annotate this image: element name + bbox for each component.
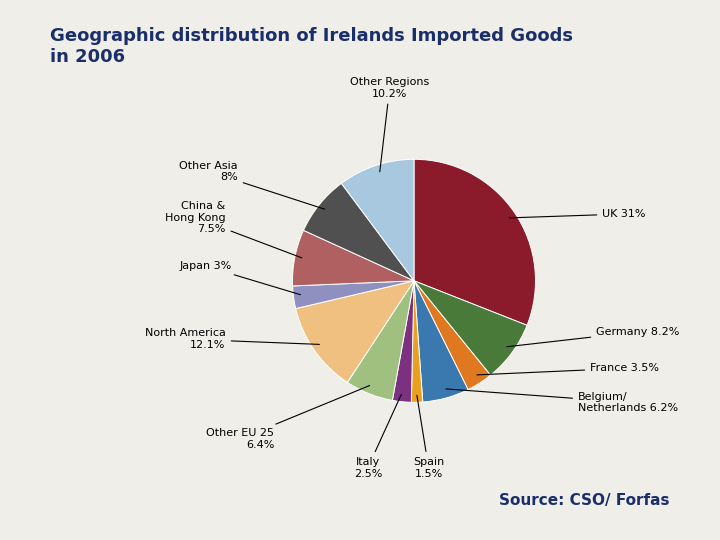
Wedge shape (303, 184, 414, 281)
Wedge shape (411, 281, 423, 402)
Wedge shape (414, 159, 536, 325)
Text: Spain
1.5%: Spain 1.5% (413, 395, 444, 478)
Wedge shape (341, 159, 414, 281)
Wedge shape (296, 281, 414, 382)
Text: Other EU 25
6.4%: Other EU 25 6.4% (206, 386, 369, 449)
Text: France 3.5%: France 3.5% (477, 363, 660, 375)
Wedge shape (414, 281, 527, 375)
Text: Geographic distribution of Irelands Imported Goods
in 2006: Geographic distribution of Irelands Impo… (50, 27, 573, 66)
Text: China &
Hong Kong
7.5%: China & Hong Kong 7.5% (165, 201, 302, 258)
Text: Other Asia
8%: Other Asia 8% (179, 161, 325, 209)
Text: Belgium/
Netherlands 6.2%: Belgium/ Netherlands 6.2% (446, 389, 678, 413)
Text: North America
12.1%: North America 12.1% (145, 328, 320, 350)
Text: Germany 8.2%: Germany 8.2% (507, 327, 680, 347)
Wedge shape (414, 281, 468, 402)
Wedge shape (347, 281, 414, 400)
Wedge shape (392, 281, 414, 402)
Text: Source: CSO/ Forfas: Source: CSO/ Forfas (499, 492, 670, 508)
Wedge shape (414, 281, 490, 389)
Text: UK 31%: UK 31% (509, 209, 646, 219)
Wedge shape (292, 281, 414, 308)
Wedge shape (292, 231, 414, 286)
Text: Japan 3%: Japan 3% (179, 261, 300, 295)
Text: Other Regions
10.2%: Other Regions 10.2% (350, 77, 429, 172)
Text: Italy
2.5%: Italy 2.5% (354, 395, 401, 478)
